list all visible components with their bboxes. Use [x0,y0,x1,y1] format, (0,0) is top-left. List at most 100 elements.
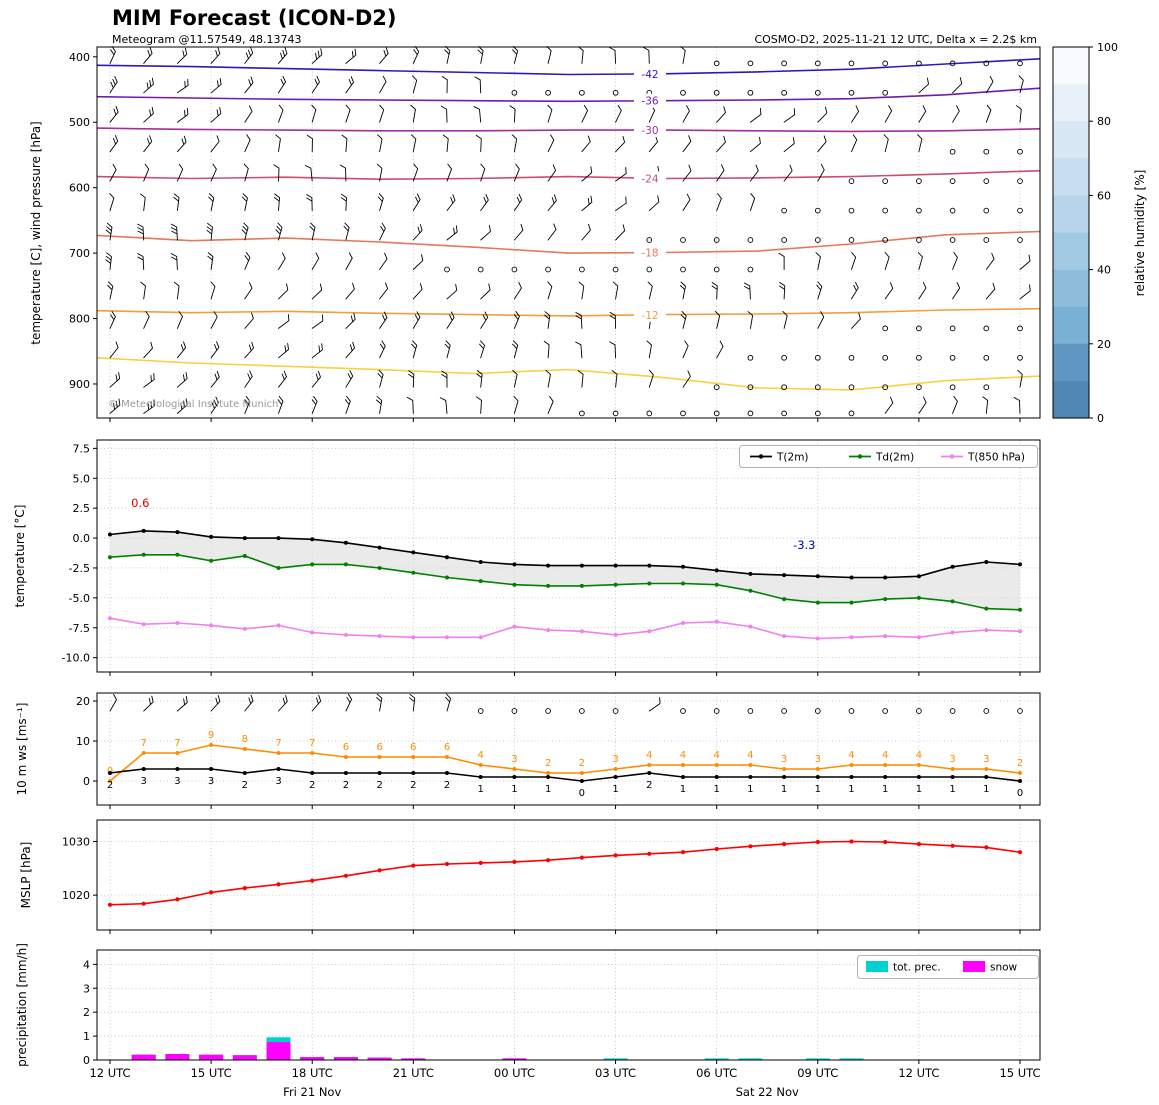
svg-text:2: 2 [1017,758,1023,769]
svg-text:7: 7 [141,738,147,749]
svg-text:1: 1 [713,784,719,795]
svg-text:tot. prec.: tot. prec. [893,962,941,974]
contour-line [96,58,1041,76]
svg-text:2: 2 [410,780,416,791]
annotation: 0.6 [131,496,149,510]
contour-line [96,127,1041,133]
svg-text:4: 4 [680,750,686,761]
mslp-panel: 1020 1030 [62,819,1041,934]
contour-line [96,307,1041,317]
svg-text:4: 4 [882,750,888,761]
svg-text:09 UTC: 09 UTC [797,1066,838,1080]
svg-text:600: 600 [69,182,90,195]
svg-text:-12: -12 [641,310,658,322]
svg-text:12 UTC: 12 UTC [89,1066,130,1080]
svg-text:2: 2 [242,780,248,791]
svg-text:0: 0 [1097,412,1104,425]
svg-text:3: 3 [141,776,147,787]
svg-text:3: 3 [275,776,281,787]
precipitation-panel: 0 1 2 3 4 tot. prec. snow [83,949,1041,1067]
svg-text:0: 0 [1017,788,1023,799]
svg-text:700: 700 [69,247,90,260]
svg-text:03 UTC: 03 UTC [595,1066,636,1080]
svg-text:1: 1 [815,784,821,795]
series-t-2m- [108,528,1022,580]
svg-text:4: 4 [916,750,922,761]
svg-text:-2.5: -2.5 [69,562,90,575]
svg-text:2: 2 [83,1006,90,1019]
svg-text:3: 3 [949,754,955,765]
svg-text:2: 2 [579,758,585,769]
svg-text:Sat 22 Nov: Sat 22 Nov [736,1085,799,1099]
svg-text:1: 1 [747,784,753,795]
svg-text:2: 2 [444,780,450,791]
svg-text:100: 100 [1097,41,1118,54]
svg-text:-7.5: -7.5 [69,622,90,635]
svg-text:4: 4 [646,750,652,761]
t-td-fill [110,530,1020,610]
svg-text:1: 1 [83,1030,90,1043]
svg-text:1: 1 [949,784,955,795]
svg-text:5.0: 5.0 [73,472,91,485]
svg-text:T(2m): T(2m) [776,452,809,464]
svg-text:8: 8 [242,734,248,745]
svg-text:21 UTC: 21 UTC [393,1066,434,1080]
svg-text:1: 1 [511,784,517,795]
svg-text:T(850 hPa): T(850 hPa) [967,452,1025,464]
svg-text:1: 1 [916,784,922,795]
svg-text:15 UTC: 15 UTC [191,1066,232,1080]
colorbar-label: relative humidity [%] [1133,169,1147,297]
svg-text:0: 0 [83,775,90,788]
svg-text:-24: -24 [641,173,658,185]
svg-text:12 UTC: 12 UTC [898,1066,939,1080]
svg-text:0.0: 0.0 [73,532,91,545]
svg-text:18 UTC: 18 UTC [292,1066,333,1080]
svg-text:-5.0: -5.0 [69,592,90,605]
svg-text:1030: 1030 [62,835,90,848]
svg-text:1: 1 [781,784,787,795]
precipitation-legend: tot. prec. snow [857,955,1039,979]
svg-text:20: 20 [1097,338,1111,351]
series-td-2m- [108,552,1022,612]
svg-text:6: 6 [410,742,416,753]
svg-text:20: 20 [76,695,90,708]
svg-text:-18: -18 [641,248,658,260]
svg-text:1: 1 [612,784,618,795]
svg-text:-36: -36 [641,96,658,108]
svg-text:2: 2 [376,780,382,791]
temperature-panel: 7.5 5.0 2.5 0.0 -2.5 -5.0 -7.5 -10.0 0.6 -3.3 T(2m… [62,439,1041,676]
svg-text:2: 2 [343,780,349,791]
svg-text:3: 3 [983,754,989,765]
svg-text:3: 3 [815,754,821,765]
surface-wind-barbs [109,693,1023,714]
svg-text:-42: -42 [641,69,658,81]
svg-text:60: 60 [1097,189,1111,202]
svg-text:40: 40 [1097,264,1111,277]
svg-text:4: 4 [83,958,90,971]
svg-text:4: 4 [848,750,854,761]
svg-text:1: 1 [478,784,484,795]
svg-text:400: 400 [69,51,90,64]
wind-panel: 0102007798776666432234444334443322333232… [76,692,1041,809]
contour-line [96,87,1041,103]
svg-text:800: 800 [69,313,90,326]
contour-line [96,357,1041,391]
svg-text:06 UTC: 06 UTC [696,1066,737,1080]
wind-series-mean: 2 3 3 3 2 3 2 2 2 2 2 1 1 1 0 1 2 1 1 1 1 1 1 1 1 1 1 0 [107,767,1023,799]
svg-text:1: 1 [882,784,888,795]
svg-text:3: 3 [174,776,180,787]
svg-text:80: 80 [1097,115,1111,128]
svg-text:6: 6 [376,742,382,753]
svg-text:1020: 1020 [62,889,90,902]
svg-text:Td(2m): Td(2m) [875,452,914,464]
svg-text:4: 4 [713,750,719,761]
wind-ylabel: 10 m ws [ms⁻¹] [15,702,29,796]
series-t-850-hpa- [108,616,1022,641]
svg-text:500: 500 [69,116,90,129]
humidity-colorbar: 0 20 40 60 80 100 [1052,41,1118,425]
time-axis: 12 UTC 15 UTC 18 UTC 21 UTC 00 UTC 03 UTC 06 U… [89,1066,1040,1099]
svg-text:1: 1 [545,784,551,795]
